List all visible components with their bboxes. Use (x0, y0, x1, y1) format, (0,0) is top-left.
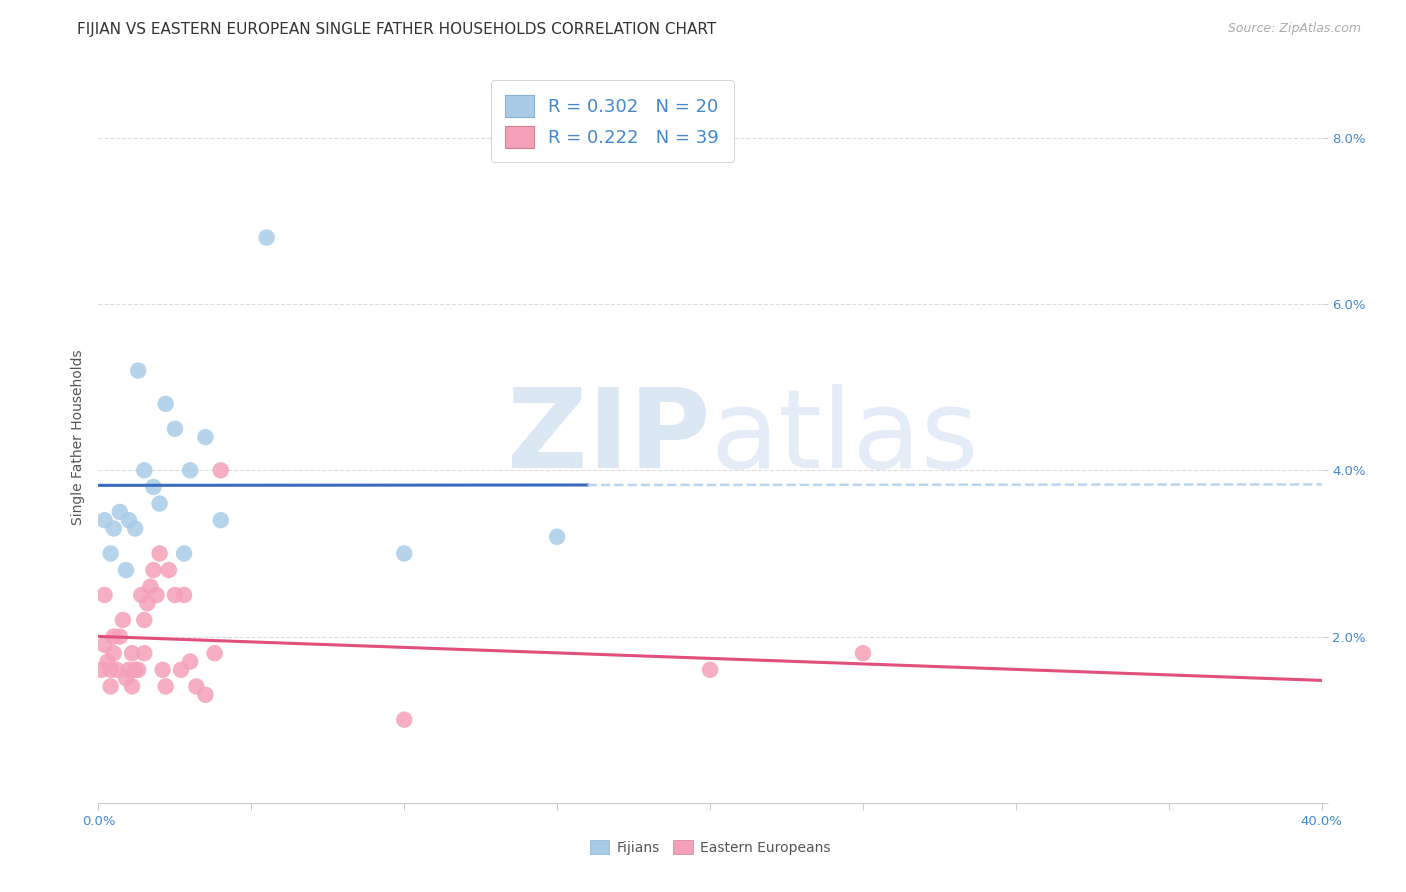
Point (124, 663, 146, 677)
Point (155, 680, 177, 694)
Point (134, 463, 156, 477)
Point (152, 663, 174, 677)
Point (134, 646, 156, 660)
Point (209, 513, 232, 527)
Point (111, 613, 134, 627)
Text: atlas: atlas (710, 384, 979, 491)
Point (108, 630, 131, 644)
Point (124, 521, 146, 535)
Y-axis label: Single Father Households: Single Father Households (72, 350, 86, 524)
Point (157, 563, 180, 577)
Point (97, 655, 120, 669)
Point (127, 663, 149, 677)
Point (103, 646, 125, 660)
Point (127, 363, 149, 377)
Point (103, 630, 125, 644)
Point (108, 505, 131, 519)
Text: Source: ZipAtlas.com: Source: ZipAtlas.com (1227, 22, 1361, 36)
Point (149, 546, 172, 560)
Point (145, 588, 167, 602)
Text: ZIP: ZIP (506, 384, 710, 491)
Point (129, 588, 152, 602)
Point (100, 663, 122, 677)
Point (115, 563, 138, 577)
Point (139, 580, 162, 594)
Point (179, 655, 201, 669)
Point (93, 638, 115, 652)
Point (179, 463, 201, 477)
Point (173, 588, 195, 602)
Point (163, 588, 186, 602)
Point (118, 663, 141, 677)
Point (115, 671, 138, 685)
Point (852, 646, 875, 660)
Point (121, 646, 143, 660)
Point (392, 546, 416, 560)
Point (100, 546, 122, 560)
Point (121, 680, 143, 694)
Point (103, 521, 125, 535)
Point (93, 513, 115, 527)
Point (173, 546, 195, 560)
Point (93, 588, 115, 602)
Point (142, 480, 165, 494)
Point (163, 422, 186, 436)
Point (149, 497, 172, 511)
Point (118, 513, 141, 527)
Point (170, 663, 193, 677)
Point (194, 688, 217, 702)
Point (209, 463, 232, 477)
Legend: Fijians, Eastern Europeans: Fijians, Eastern Europeans (583, 833, 837, 862)
Point (100, 680, 122, 694)
Point (546, 530, 568, 544)
Point (256, 230, 278, 244)
Point (142, 563, 165, 577)
Point (204, 646, 226, 660)
Point (392, 713, 416, 727)
Point (90, 663, 112, 677)
Text: FIJIAN VS EASTERN EUROPEAN SINGLE FATHER HOUSEHOLDS CORRELATION CHART: FIJIAN VS EASTERN EUROPEAN SINGLE FATHER… (77, 22, 717, 37)
Point (155, 397, 177, 411)
Point (699, 663, 721, 677)
Point (136, 596, 159, 610)
Point (186, 680, 208, 694)
Point (134, 613, 156, 627)
Point (194, 430, 217, 444)
Point (105, 663, 128, 677)
